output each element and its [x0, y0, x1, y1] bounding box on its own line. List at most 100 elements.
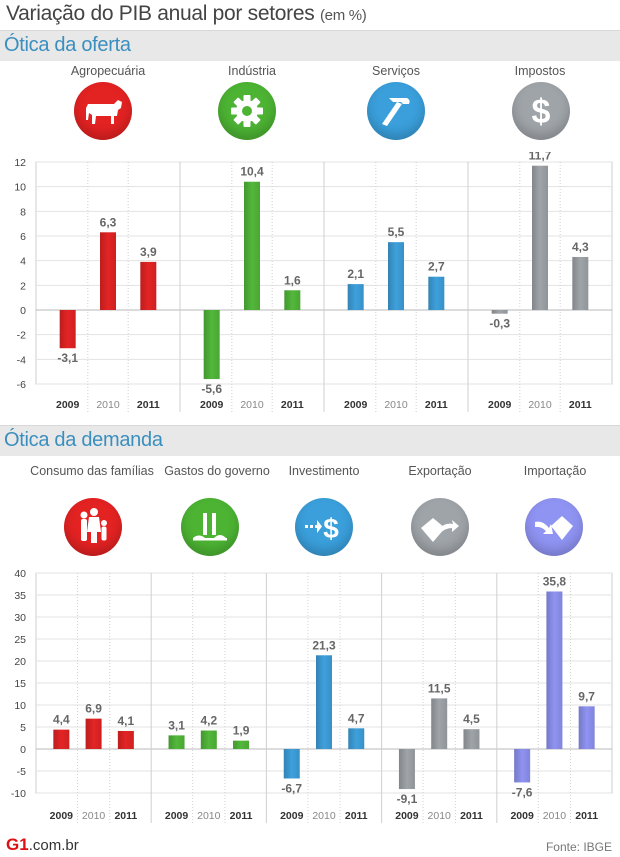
data-label: -9,1 [397, 792, 418, 806]
data-label: -7,6 [512, 785, 533, 799]
year-label: 2009 [344, 399, 368, 411]
year-label: 2010 [96, 399, 120, 411]
bar [546, 591, 563, 749]
y-tick-label: 0 [20, 744, 26, 756]
y-tick-label: -10 [11, 788, 26, 800]
data-label: 4,1 [118, 714, 135, 728]
title-text: Variação do PIB anual por setores [6, 2, 315, 25]
cat-consumo: Consumo das famílias [30, 464, 154, 478]
bar [140, 261, 157, 310]
year-label: 2011 [569, 399, 592, 411]
y-tick-label: 2 [20, 280, 26, 292]
bar [578, 706, 595, 749]
bar [348, 728, 365, 749]
y-tick-label: 4 [20, 256, 26, 268]
section-demanda-band: Ótica da demanda [0, 425, 620, 456]
dollar-icon: $ [512, 82, 570, 140]
y-tick-label: 0 [20, 305, 26, 317]
year-label: 2011 [460, 810, 483, 822]
y-tick-label: 30 [14, 612, 26, 624]
bar [388, 242, 404, 310]
data-label: 11,7 [529, 152, 552, 163]
y-tick-label: 15 [14, 678, 26, 690]
dollar-arrow-icon: $ [295, 498, 353, 556]
year-label: 2010 [312, 810, 336, 822]
bar [117, 730, 134, 749]
bar [85, 718, 102, 749]
year-label: 2009 [395, 810, 419, 822]
year-label: 2011 [137, 399, 160, 411]
data-label: 21,3 [312, 638, 336, 652]
data-label: -5,6 [201, 382, 222, 396]
cat-exportacao: Exportação [408, 464, 472, 478]
government-building-icon [181, 498, 239, 556]
chart-oferta: 12 10 8 6 4 2 0 -2 -4 -6 -3,1 2009 6,3 2010 3,9 2011 -5,… [14, 152, 613, 412]
section-oferta-band: Ótica da oferta [0, 30, 620, 61]
data-label: 4,3 [572, 240, 589, 254]
y-tick-label: 5 [20, 722, 26, 734]
data-label: 6,3 [100, 215, 117, 229]
y-tick-label: 12 [14, 157, 26, 169]
data-label: 2,1 [347, 267, 364, 281]
data-label: -0,3 [489, 317, 510, 331]
bar [532, 165, 548, 310]
bar [398, 749, 415, 790]
bar [283, 749, 300, 779]
year-label: 2011 [575, 810, 598, 822]
g1-logo[interactable]: G1.com.br [6, 835, 79, 855]
bar [463, 729, 480, 749]
year-label: 2011 [425, 399, 448, 411]
cat-servicos: Serviços [372, 64, 420, 78]
year-label: 2009 [200, 399, 224, 411]
data-label: 6,9 [85, 702, 102, 716]
data-label: 1,9 [233, 724, 250, 738]
svg-text:$: $ [532, 93, 551, 131]
y-tick-label: -6 [17, 379, 26, 391]
data-label: 3,9 [140, 245, 157, 259]
bar [428, 276, 445, 310]
data-label: 4,2 [200, 714, 217, 728]
y-tick-label: 40 [14, 568, 26, 580]
cat-investimento: Investimento [288, 464, 360, 478]
year-label: 2011 [114, 810, 137, 822]
year-label: 2010 [528, 399, 552, 411]
year-label: 2011 [230, 810, 253, 822]
year-label: 2010 [543, 810, 567, 822]
data-label: 1,6 [284, 273, 301, 287]
cat-industria: Indústria [228, 64, 276, 78]
year-label: 2009 [50, 810, 74, 822]
cow-icon [74, 82, 132, 140]
data-label: 35,8 [543, 574, 567, 588]
y-tick-label: 10 [14, 700, 26, 712]
bar [168, 735, 185, 749]
section-oferta-title: Ótica da oferta [4, 34, 131, 56]
data-label: 4,5 [463, 712, 480, 726]
data-label: 11,5 [428, 681, 451, 695]
bar [284, 290, 301, 310]
data-label: 4,4 [53, 713, 70, 727]
data-label: -6,7 [281, 781, 302, 795]
year-label: 2010 [240, 399, 264, 411]
bar [347, 284, 364, 310]
data-label: 3,1 [168, 718, 185, 732]
bar [431, 698, 448, 749]
y-tick-label: 8 [20, 206, 26, 218]
gear-icon [218, 82, 276, 140]
bar [316, 655, 332, 749]
svg-text:$: $ [323, 513, 339, 544]
year-label: 2009 [56, 399, 80, 411]
year-label: 2010 [428, 810, 452, 822]
data-label: 9,7 [578, 689, 595, 703]
import-arrow-icon [525, 498, 583, 556]
cat-impostos: Impostos [514, 64, 566, 78]
bar [203, 310, 220, 380]
data-label: 10,4 [240, 165, 264, 179]
y-tick-label: 6 [20, 231, 26, 243]
year-label: 2009 [488, 399, 512, 411]
logo-g1: G1 [6, 835, 29, 854]
data-label: 4,7 [348, 711, 365, 725]
source-note: Fonte: IBGE [545, 840, 612, 854]
y-tick-label: -4 [17, 354, 26, 366]
hammer-icon [367, 82, 425, 140]
bar [53, 729, 70, 749]
